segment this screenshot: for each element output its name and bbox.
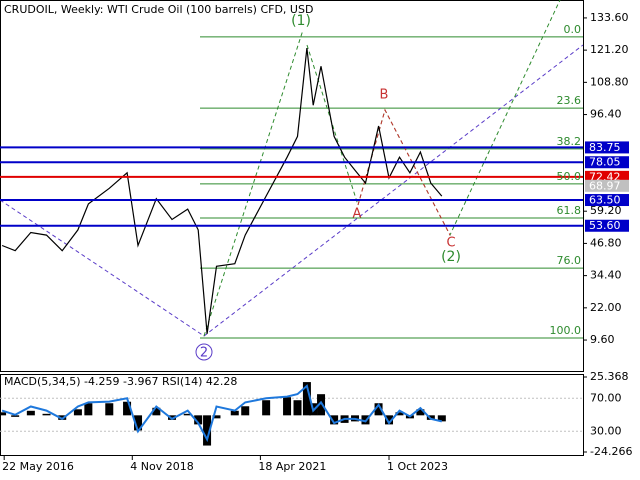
macd-bar (302, 382, 311, 416)
wave-label: 2 (200, 346, 208, 361)
macd-tick-label: 25.368 (590, 370, 629, 383)
y-tick-label: 96.40 (590, 108, 622, 121)
current-price-box (585, 179, 629, 192)
macd-tick-label: -24.266 (590, 445, 632, 458)
macd-bar (105, 403, 114, 416)
macd-bar (42, 413, 51, 416)
plot-layer (0, 48, 583, 446)
macd-bar (230, 410, 239, 416)
macd-bar (168, 415, 177, 420)
level-box (585, 219, 629, 232)
macd-bar (152, 407, 161, 416)
y-tick-label: 121.20 (590, 43, 629, 56)
wave-label: C (446, 236, 455, 251)
fib-label: 38.2 (557, 135, 582, 148)
x-tick-label: 4 Nov 2018 (130, 460, 193, 473)
level-label: 83.75 (589, 141, 621, 154)
grid-layer (0, 36, 583, 432)
fib-label: 0.0 (564, 23, 582, 36)
macd-bar (395, 412, 404, 416)
level-label: 78.05 (589, 156, 621, 169)
indicator-title: MACD(5,34,5) -4.259 -3.967 RSI(14) 42.28 (4, 375, 237, 388)
macd-bar (374, 403, 383, 416)
macd-bar (11, 415, 20, 417)
x-tick-label: 1 Oct 2023 (387, 460, 448, 473)
wave-line (203, 29, 304, 337)
fib-label: 23.6 (557, 94, 582, 107)
wave-label: (2) (441, 249, 461, 265)
macd-bar (241, 406, 250, 416)
fib-label: 61.8 (557, 204, 582, 217)
wave-label: (1) (291, 13, 311, 29)
y-tick-label: 46.80 (590, 236, 622, 249)
y-tick-label: 108.80 (590, 75, 629, 88)
level-label: 53.60 (589, 219, 621, 232)
fib-label: 76.0 (557, 254, 582, 267)
chart-title: CRUDOIL, Weekly: WTI Crude Oil (100 barr… (4, 3, 313, 16)
y-tick-label: 34.40 (590, 269, 622, 282)
wave-label: B (380, 88, 389, 103)
wave-lines (0, 0, 584, 337)
x-tick-label: 18 Apr 2021 (258, 460, 326, 473)
x-tick-label: 22 May 2016 (2, 460, 74, 473)
price-panel (0, 0, 584, 372)
wave-label: A (353, 207, 362, 222)
price-line (1, 48, 443, 334)
wave-line (357, 108, 451, 236)
rsi-line (1, 384, 443, 443)
level-box (585, 156, 629, 169)
fib-label: 100.0 (550, 324, 582, 337)
level-label: 63.50 (589, 194, 621, 207)
macd-bar (385, 415, 394, 425)
macd-bar (262, 400, 271, 416)
level-box (585, 194, 629, 207)
macd-bar (26, 410, 35, 416)
wave-circle (195, 343, 213, 361)
macd-bar (437, 415, 446, 422)
macd-bar (330, 415, 339, 425)
rsi-tick-label: 70.00 (590, 391, 622, 404)
fib-label: 50.0 (557, 170, 582, 183)
macd-bar (194, 415, 203, 425)
macd-bar (123, 401, 132, 416)
macd-bar (203, 415, 212, 446)
macd-bar (283, 397, 292, 416)
macd-bar (293, 400, 302, 416)
macd-bar (212, 415, 221, 419)
macd-bar (84, 403, 93, 416)
y-tick-label: 59.20 (590, 204, 622, 217)
level-box (585, 141, 629, 154)
rsi-tick-label: 30.00 (590, 424, 622, 437)
macd-bar (317, 394, 326, 416)
macd-bar (134, 415, 143, 431)
y-tick-label: 9.60 (590, 333, 615, 346)
macd-bar (58, 415, 67, 420)
y-tick-label: 133.60 (590, 11, 629, 24)
y-tick-label: 22.00 (590, 301, 622, 314)
macd-bar (183, 413, 192, 416)
macd-bar (0, 412, 7, 416)
current-price-label: 68.97 (589, 179, 621, 192)
macd-bar (73, 409, 82, 416)
macd-bar (416, 409, 425, 416)
